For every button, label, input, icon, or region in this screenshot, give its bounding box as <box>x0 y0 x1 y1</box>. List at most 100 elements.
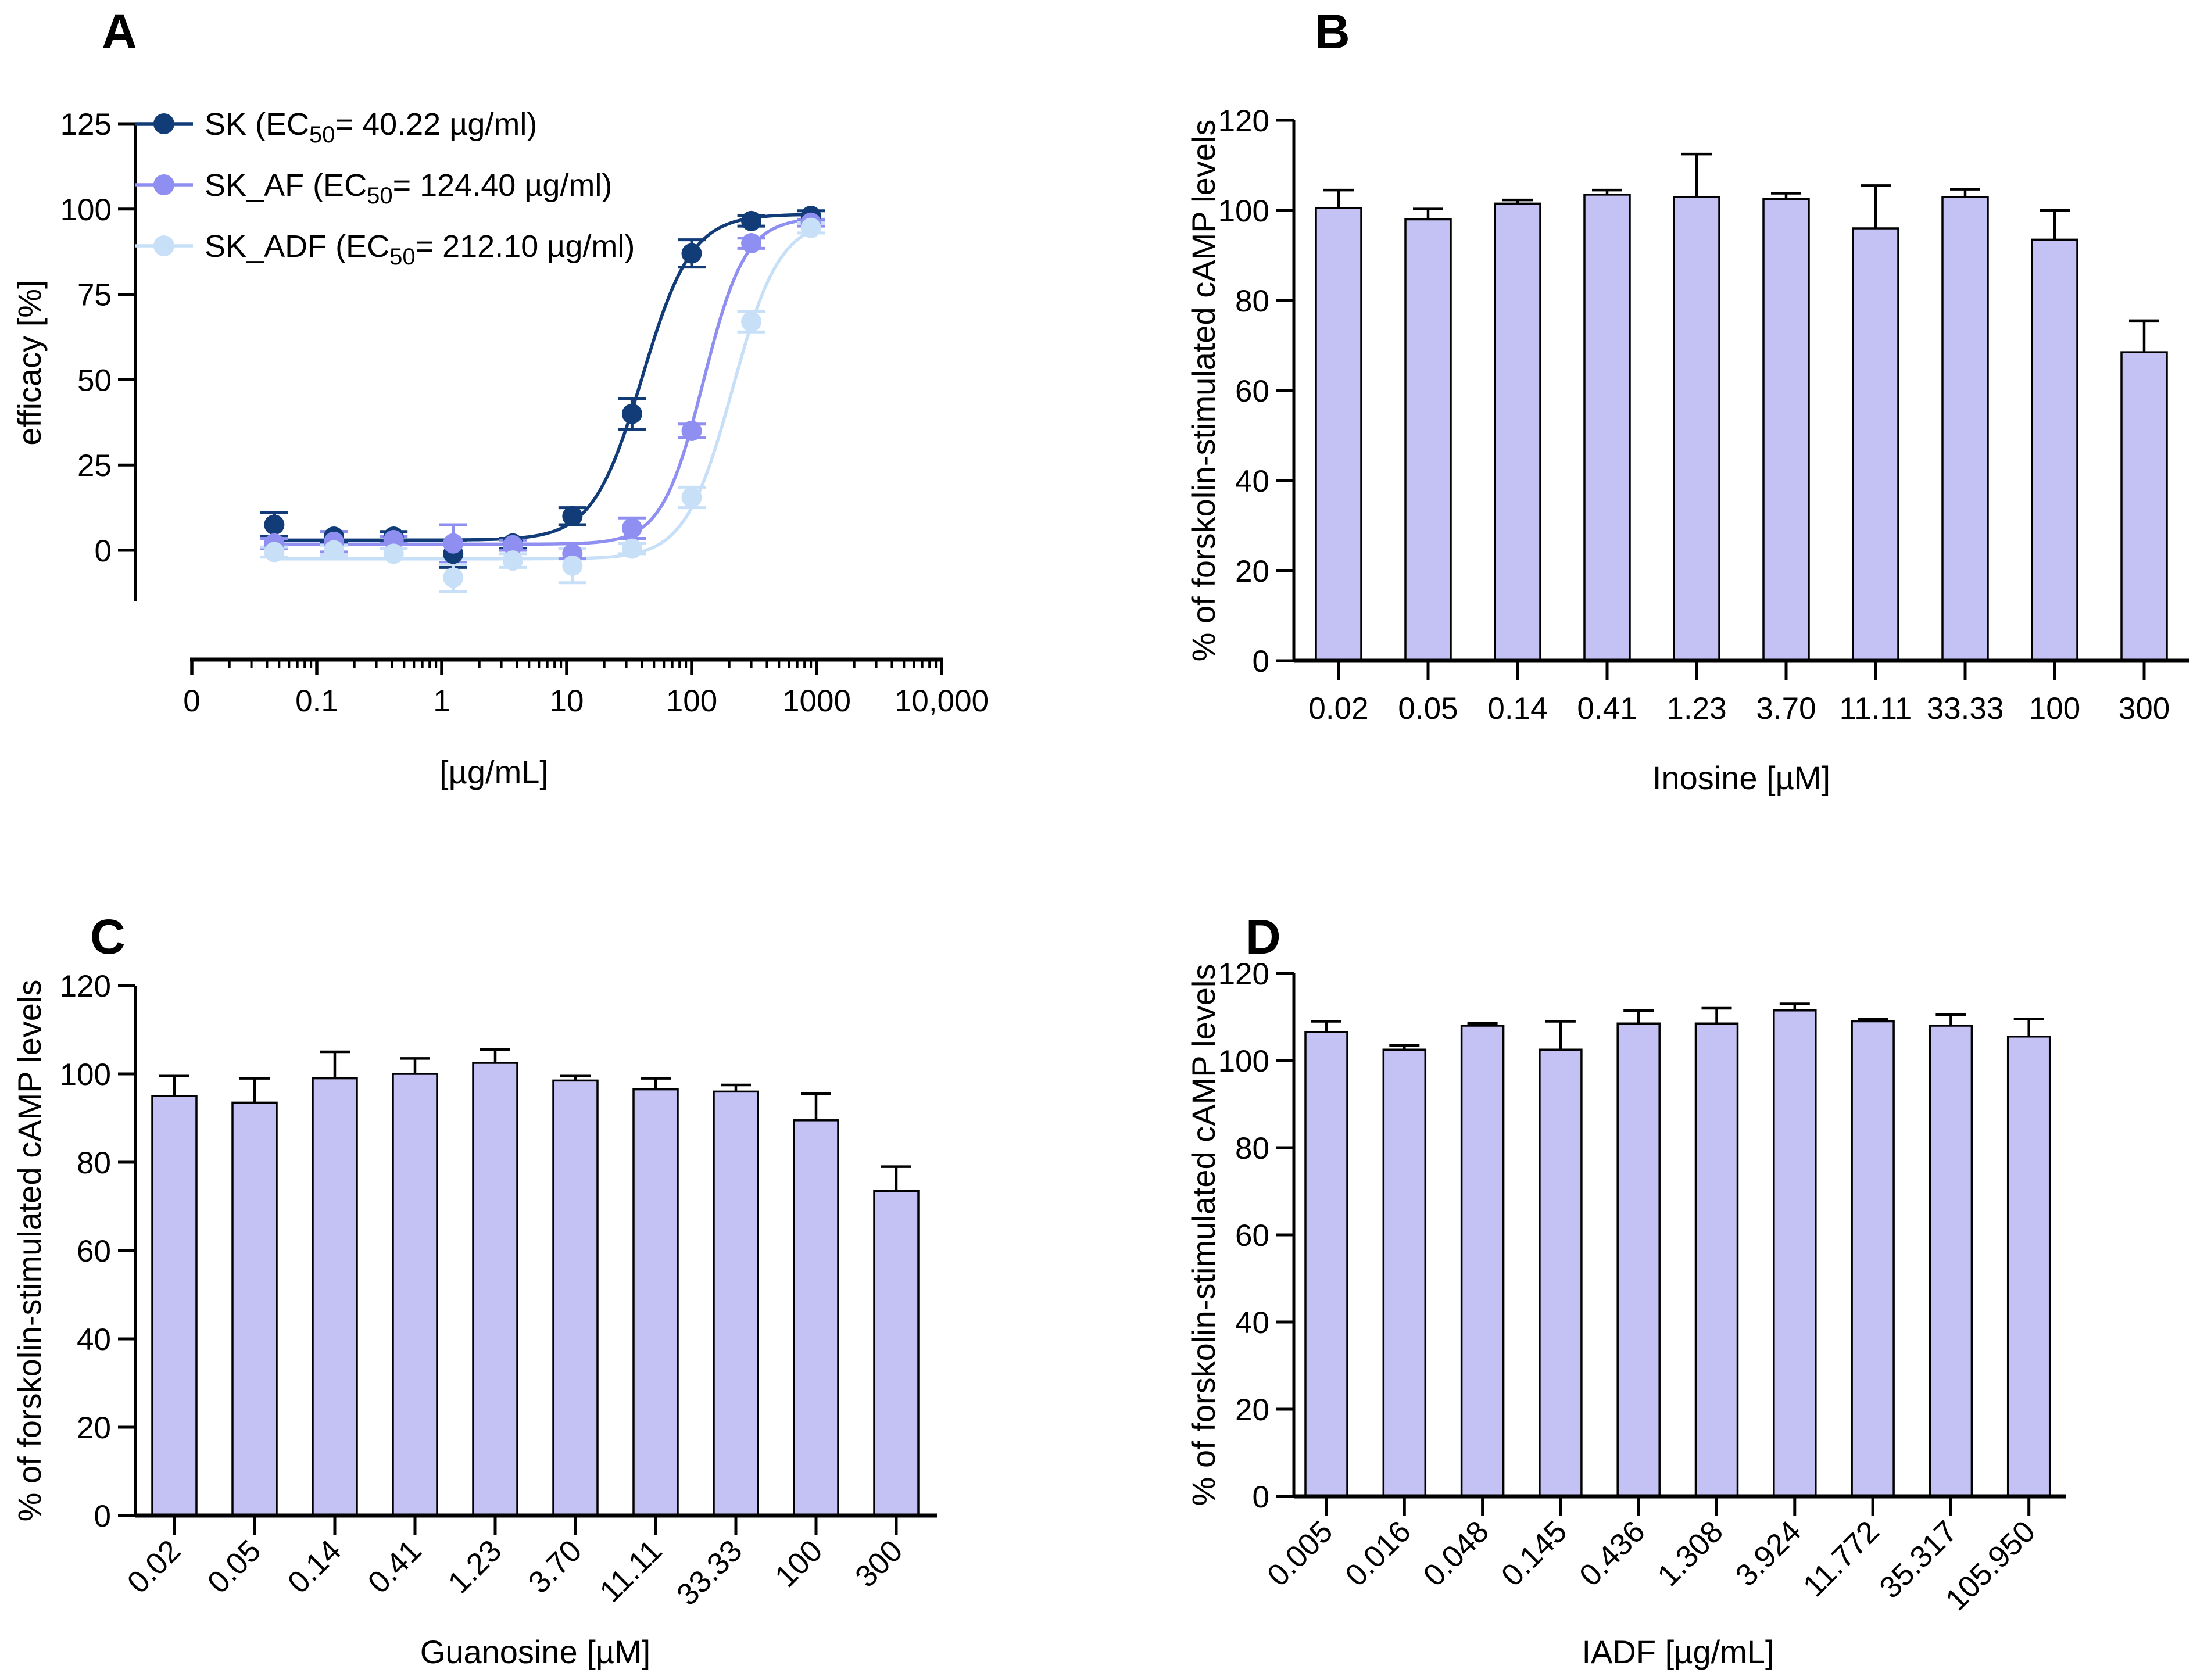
panel-b: B 0 20 40 60 80 100 120% of forskolin-stimulat… <box>1104 0 2211 889</box>
x-tick-label: 0.005 <box>1261 1514 1340 1593</box>
bar <box>1460 1025 1505 1498</box>
data-point-sk <box>621 403 642 424</box>
data-point-sk <box>562 506 583 526</box>
x-tick-label: 3.70 <box>522 1534 589 1600</box>
data-point-sk_adf <box>383 543 404 564</box>
x-axis-title: Guanosine [µM] <box>420 1634 650 1670</box>
x-tick-label: 0.016 <box>1339 1514 1418 1593</box>
x-tick-label: 3.70 <box>1756 692 1816 726</box>
x-tick-label: 0.41 <box>1577 692 1637 726</box>
y-tick-label: 80 <box>1235 1131 1269 1166</box>
bar <box>1851 1020 1895 1498</box>
bar <box>1583 194 1631 662</box>
y-tick-label: 0 <box>95 534 112 568</box>
panel-a: A 0 25 50 75 100 125 efficacy [%] 0 0.1 1 10 100 100… <box>0 0 1104 889</box>
y-tick-label: 40 <box>77 1323 111 1357</box>
y-tick-label: 100 <box>1218 194 1269 228</box>
data-point-sk_adf <box>323 540 344 561</box>
x-tick-label: 0 <box>183 684 200 718</box>
data-point-sk_af <box>621 518 642 539</box>
bar <box>392 1073 438 1517</box>
x-tick-label: 1000 <box>782 684 851 718</box>
x-tick-label: 11.11 <box>593 1534 669 1609</box>
bar <box>2120 351 2168 662</box>
bar <box>873 1190 920 1517</box>
bar <box>1673 196 1720 662</box>
y-tick-label: 120 <box>60 969 111 1004</box>
x-tick-label: 0.145 <box>1495 1514 1574 1593</box>
y-tick-label: 60 <box>1235 374 1269 409</box>
y-tick-label: 40 <box>1235 1306 1269 1340</box>
data-point-sk_af <box>443 533 464 554</box>
y-tick-label: 60 <box>77 1234 111 1269</box>
y-tick-label: 120 <box>1218 957 1269 991</box>
y-tick-label: 20 <box>1235 1393 1269 1427</box>
x-tick-label: 10 <box>550 684 584 718</box>
legend-marker <box>153 174 174 195</box>
y-axis-title: efficacy [%] <box>11 280 48 445</box>
fit-curve-sk_af <box>274 217 811 546</box>
y-axis-title: % of forskolin-stimulated cAMP levels <box>1185 964 1222 1506</box>
y-tick-label: 20 <box>77 1411 111 1445</box>
y-axis-title: % of forskolin-stimulated cAMP levels <box>11 980 48 1522</box>
legend-marker <box>153 113 174 134</box>
bar <box>151 1095 198 1517</box>
data-point-sk_adf <box>681 487 702 508</box>
x-tick-label: 0.41 <box>362 1534 428 1600</box>
bar <box>1762 198 1810 662</box>
legend-label-sk_adf: SK_ADF (EC50= 212.10 µg/ml) <box>205 229 635 270</box>
x-tick-label: 11.772 <box>1797 1514 1886 1604</box>
panel-c: C 0 20 40 60 80 100 120 % of forskolin-stimulat… <box>0 889 1104 1680</box>
bar <box>1941 196 1989 662</box>
legend-marker <box>153 235 174 256</box>
bar <box>312 1077 358 1517</box>
x-tick-label: 1 <box>433 684 450 718</box>
inosine-bar-chart: 0 20 40 60 80 100 120% of forskolin-stimulated… <box>1185 104 2189 796</box>
y-tick-label: 60 <box>1235 1219 1269 1253</box>
bar <box>1494 202 1541 662</box>
fit-curve-sk_adf <box>274 230 812 561</box>
x-tick-label: 10,000 <box>895 684 989 718</box>
y-tick-label: 100 <box>60 193 112 227</box>
panel-letter-c: C <box>90 909 126 964</box>
data-point-sk <box>681 243 702 264</box>
x-tick-label: 33.33 <box>670 1534 749 1613</box>
bar <box>1852 227 1899 662</box>
bar <box>552 1079 599 1517</box>
data-point-sk_adf <box>562 555 583 576</box>
x-tick-label: 0.436 <box>1573 1514 1652 1593</box>
bar <box>1694 1022 1739 1498</box>
x-tick-label: 1.23 <box>442 1534 509 1600</box>
panel-letter-b: B <box>1315 4 1350 59</box>
y-tick-label: 50 <box>77 363 112 397</box>
x-tick-label: 100 <box>768 1534 829 1594</box>
x-tick-label: 3.924 <box>1729 1514 1808 1593</box>
data-point-sk_adf <box>621 538 642 559</box>
bar <box>793 1119 839 1517</box>
y-tick-label: 40 <box>1235 464 1269 499</box>
y-tick-label: 75 <box>77 278 112 313</box>
bar <box>1773 1009 1817 1498</box>
x-tick-label: 0.05 <box>1398 692 1458 726</box>
x-axis-title: IADF [µg/mL] <box>1582 1634 1774 1670</box>
data-point-sk_adf <box>741 311 762 332</box>
fit-curve-sk <box>274 213 811 542</box>
bar <box>2006 1036 2051 1498</box>
data-point-sk_af <box>741 233 762 254</box>
bar <box>632 1088 679 1517</box>
data-point-sk_adf <box>502 550 523 571</box>
bar <box>1616 1022 1661 1498</box>
bar <box>231 1101 278 1517</box>
x-tick-label: 0.1 <box>295 684 338 718</box>
bar <box>1304 1031 1348 1498</box>
x-tick-label: 0.048 <box>1417 1514 1496 1593</box>
x-tick-label: 1.308 <box>1651 1514 1730 1593</box>
data-point-sk_adf <box>800 217 821 238</box>
legend-label-sk: SK (EC50= 40.22 µg/ml) <box>205 107 537 148</box>
data-point-sk_af <box>502 535 523 556</box>
legend-label-sk_af: SK_AF (EC50= 124.40 µg/ml) <box>205 168 612 209</box>
y-tick-label: 125 <box>60 108 112 142</box>
panel-letter-d: D <box>1246 909 1281 964</box>
y-tick-label: 0 <box>94 1499 111 1534</box>
